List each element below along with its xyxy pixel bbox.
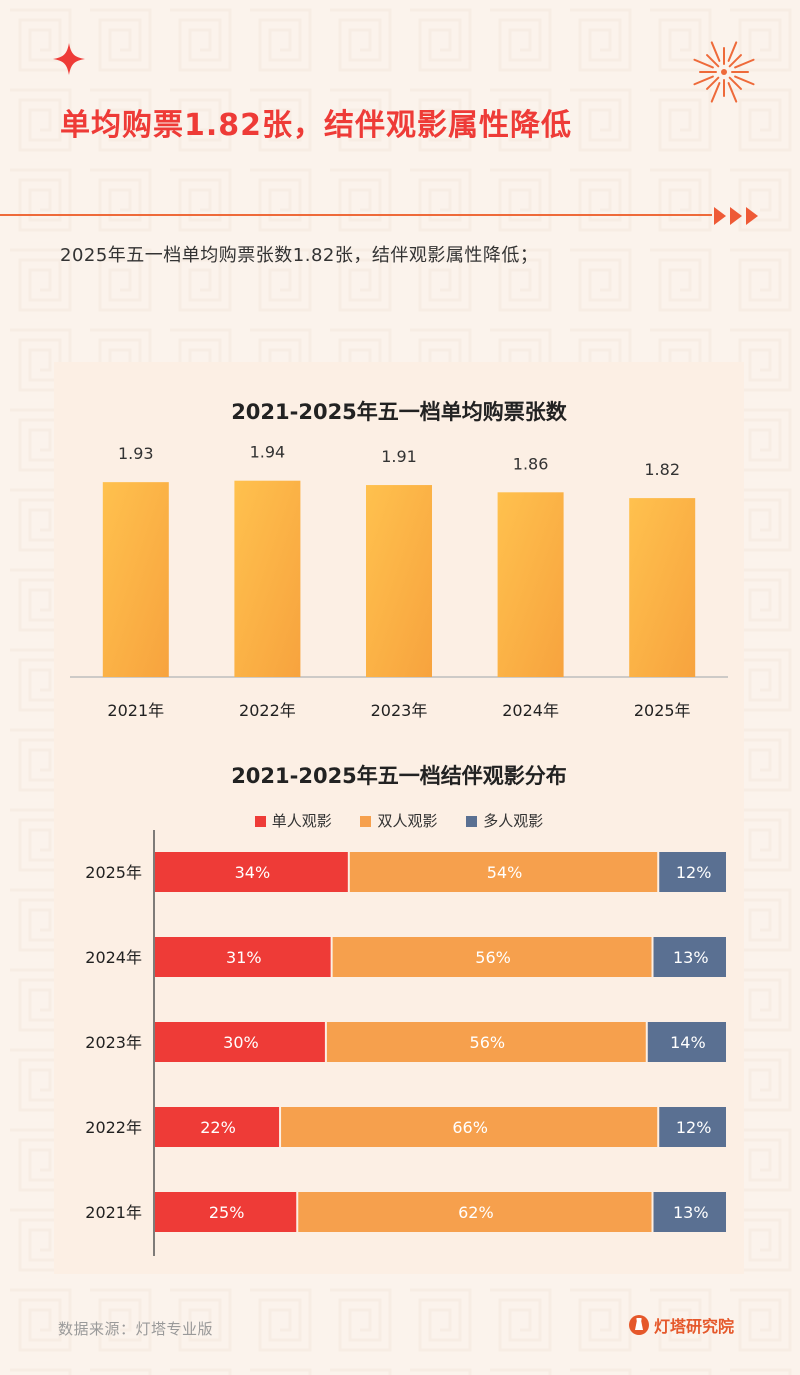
segment-value-label: 14% <box>670 1033 706 1052</box>
bar-value-label: 1.91 <box>381 447 417 466</box>
stack-segment <box>281 1107 658 1147</box>
segment-value-label: 66% <box>452 1118 488 1137</box>
segment-value-label: 54% <box>487 863 523 882</box>
segment-value-label: 30% <box>223 1033 259 1052</box>
bar <box>629 498 696 677</box>
chart-panel: 2021-2025年五一档单均购票张数 1.93 2021年 1.94 2022年 1.… <box>54 362 744 1274</box>
divider-line <box>0 214 712 216</box>
segment-value-label: 25% <box>209 1203 245 1222</box>
legend-label: 双人观影 <box>377 812 438 830</box>
segment-value-label: 12% <box>676 863 712 882</box>
bar-value-label: 1.94 <box>250 443 286 462</box>
segment-value-label: 12% <box>676 1118 712 1137</box>
page-title: 单均购票1.82张，结伴观影属性降低 <box>60 108 573 143</box>
stack-chart-title: 2021-2025年五一档结伴观影分布 <box>231 764 567 788</box>
legend-label: 多人观影 <box>483 812 544 830</box>
bar <box>366 485 432 677</box>
stack-segment <box>155 1192 297 1232</box>
segment-value-label: 56% <box>470 1033 506 1052</box>
stack-segment <box>659 1107 726 1147</box>
segment-value-label: 34% <box>235 863 271 882</box>
stack-segment <box>349 852 658 892</box>
stack-segment <box>653 1192 726 1232</box>
legend-swatch <box>360 816 372 827</box>
bar-chart: 1.93 2021年 1.94 2022年 1.91 2023年 1.86 2024年 1.82… <box>70 443 728 720</box>
data-source: 数据来源：灯塔专业版 <box>58 1320 214 1338</box>
y-tick-label: 2025年 <box>85 863 142 882</box>
legend: 单人观影 双人观影 多人观影 <box>54 810 744 831</box>
segment-value-label: 31% <box>226 948 262 967</box>
segment-value-label: 13% <box>673 1203 709 1222</box>
segment-value-label: 56% <box>475 948 511 967</box>
page-subtitle: 2025年五一档单均购票张数1.82张，结伴观影属性降低； <box>60 245 539 266</box>
bar <box>234 480 301 677</box>
triple-arrow-icon <box>714 207 758 225</box>
stack-segment <box>155 852 348 892</box>
y-tick-label: 2022年 <box>85 1118 142 1137</box>
stack-segment <box>155 937 331 977</box>
legend-swatch <box>254 816 266 827</box>
x-tick-label: 2021年 <box>107 701 164 720</box>
x-tick-label: 2023年 <box>371 701 428 720</box>
stacked-bar-chart: 2025年 34% 54% 12% 2024年 31% 56% 13% 2023年 30% 56% 1… <box>85 830 726 1256</box>
stack-segment <box>332 937 652 977</box>
bar-value-label: 1.82 <box>644 460 680 479</box>
stack-segment <box>155 1022 325 1062</box>
bar-value-label: 1.86 <box>513 454 549 473</box>
bar <box>102 482 169 677</box>
legend-label: 单人观影 <box>271 812 332 830</box>
y-tick-label: 2024年 <box>85 948 142 967</box>
stack-segment <box>326 1022 646 1062</box>
legend-item-single: 单人观影 <box>254 810 332 831</box>
bar-chart-title: 2021-2025年五一档单均购票张数 <box>231 400 567 424</box>
segment-value-label: 13% <box>673 948 709 967</box>
stack-segment <box>155 1107 280 1147</box>
x-tick-label: 2022年 <box>239 701 296 720</box>
legend-swatch <box>466 816 478 827</box>
y-tick-label: 2023年 <box>85 1033 142 1052</box>
lighthouse-logo-icon <box>629 1315 649 1335</box>
bar <box>497 492 564 677</box>
x-tick-label: 2025年 <box>634 701 691 720</box>
segment-value-label: 22% <box>200 1118 236 1137</box>
brand: 灯塔研究院 <box>628 1313 734 1337</box>
stack-segment <box>659 852 726 892</box>
brand-name: 灯塔研究院 <box>654 1317 735 1336</box>
legend-item-double: 双人观影 <box>360 810 438 831</box>
firework-icon <box>693 41 755 103</box>
bar-value-label: 1.93 <box>118 444 154 463</box>
x-tick-label: 2024年 <box>502 701 559 720</box>
y-tick-label: 2021年 <box>85 1203 142 1222</box>
stack-segment <box>653 937 726 977</box>
segment-value-label: 62% <box>458 1203 494 1222</box>
stack-segment <box>647 1022 726 1062</box>
stack-segment <box>298 1192 652 1232</box>
legend-item-multi: 多人观影 <box>466 810 543 831</box>
sparkle-icon <box>53 43 85 75</box>
